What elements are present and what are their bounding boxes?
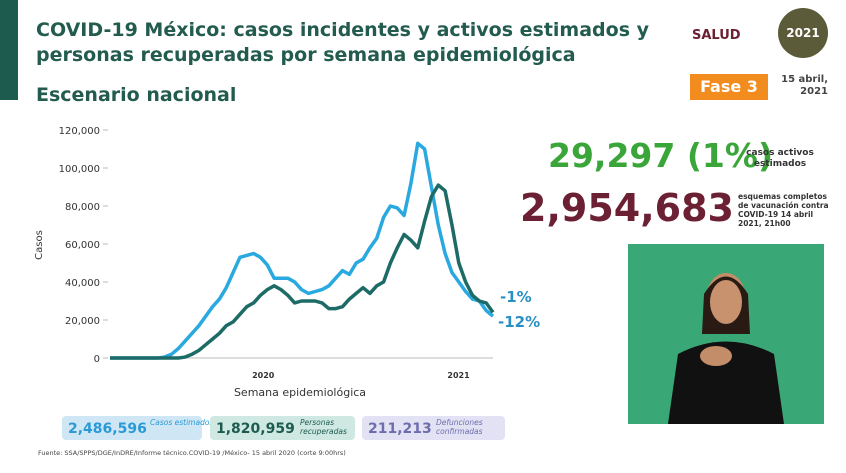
date: 15 abril, 2021 [781,74,828,97]
subtitle: Escenario nacional [36,84,237,106]
title-line: COVID-19 México: casos incidentes y acti… [36,19,650,41]
y-tick-label: 0 [94,354,100,365]
summary-label: Personas recuperadas [300,418,347,436]
y-tick-label: 20,000 [65,316,100,327]
y-tick-label: 120,000 [59,126,100,137]
active-cases: 29,297 (1%) [548,136,774,175]
title: COVID-19 México: casos incidentes y acti… [36,18,649,68]
title-line: personas recuperadas por semana epidemio… [36,44,576,66]
active-label: casos activos estimados [746,148,814,169]
summary-label: Casos estimados [150,418,214,427]
summary-box [62,416,202,440]
y-tick-label: 40,000 [65,278,100,289]
x-axis-label: Semana epidemiológica [234,386,366,399]
series-line [110,183,495,360]
badge: 2021 [778,8,828,58]
end-annotation: -12% [498,313,540,331]
vaccination-label: esquemas completos de vacunación contra … [738,192,829,228]
phase: Fase 3 [690,74,768,100]
year-label: 2021 [447,371,470,380]
y-tick-label: 80,000 [65,202,100,213]
vaccination: 2,954,683 [520,186,734,230]
summary-value: 2,486,596 [68,421,147,437]
y-axis-label: Casos [34,230,45,260]
summary-box [210,416,355,440]
footnote: Fuente: SSA/SPPS/DGE/InDRE/Informe técni… [38,449,346,457]
summary-box [362,416,505,440]
summary-value: 1,820,959 [216,421,295,437]
logo: SALUD [692,28,741,43]
stripe [0,0,18,100]
interpreter-video [628,244,824,424]
y-tick-label: 100,000 [59,164,100,175]
summary-label: Defunciones confirmadas [436,418,483,436]
summary-value: 211,213 [368,421,432,437]
year-label: 2020 [252,371,275,380]
end-annotation: -1% [500,288,532,306]
series-line [110,141,495,360]
y-tick-label: 60,000 [65,240,100,251]
